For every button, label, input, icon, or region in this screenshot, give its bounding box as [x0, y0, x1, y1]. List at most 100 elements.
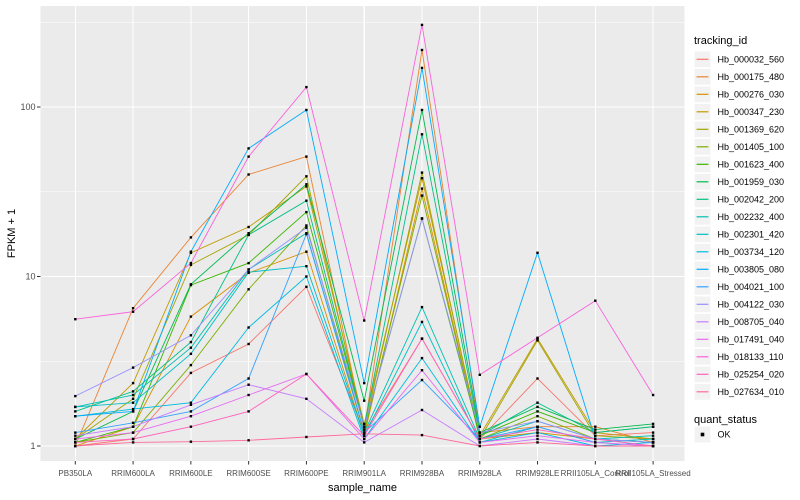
y-tick-label: 10: [25, 272, 35, 282]
data-point: [131, 393, 135, 397]
data-point: [363, 428, 366, 431]
data-point: [305, 435, 308, 439]
data-point: [189, 401, 193, 404]
data-point: [305, 250, 308, 253]
data-point: [594, 444, 597, 448]
data-point: [594, 441, 597, 444]
data-point: [305, 199, 308, 202]
legend-label: Hb_004021_100: [718, 282, 785, 292]
legend-label: Hb_001369_620: [718, 125, 785, 135]
data-point: [305, 397, 308, 400]
data-point: [363, 381, 366, 385]
data-point: [478, 373, 481, 376]
legend-label: Hb_018133_110: [718, 352, 784, 362]
data-point: [305, 226, 308, 229]
data-point: [363, 399, 366, 402]
data-point: [363, 441, 366, 444]
data-point: [131, 397, 135, 400]
data-point: [651, 425, 655, 428]
data-point: [363, 434, 366, 437]
data-point: [74, 434, 77, 437]
data-point: [420, 378, 424, 382]
data-point: [420, 433, 424, 437]
data-point: [420, 23, 424, 27]
data-point: [651, 444, 655, 448]
data-point: [247, 393, 250, 397]
data-point: [247, 155, 250, 158]
legend-label: Hb_000347_230: [718, 107, 785, 117]
data-point: [189, 425, 193, 428]
data-point: [305, 265, 308, 268]
data-point: [189, 403, 193, 406]
data-point: [420, 356, 424, 360]
y-tick-label: 1: [30, 441, 35, 451]
legend-label: Hb_017491_040: [718, 335, 785, 345]
data-point: [189, 440, 193, 443]
data-point: [478, 444, 481, 448]
data-point: [363, 319, 366, 322]
data-point: [131, 421, 135, 424]
data-point: [305, 155, 308, 158]
data-point: [131, 437, 135, 441]
data-point: [420, 194, 424, 197]
legend-label: Hb_000276_030: [718, 90, 785, 100]
data-point: [74, 415, 77, 418]
data-point: [651, 441, 655, 444]
legend-label: Hb_001623_400: [718, 160, 785, 170]
data-point: [247, 225, 250, 229]
data-point: [536, 428, 539, 431]
data-point: [420, 337, 424, 340]
data-point: [594, 434, 597, 437]
data-point: [189, 315, 193, 318]
data-point: [363, 432, 366, 435]
data-point: [536, 405, 539, 409]
data-point: [651, 422, 655, 426]
legend-label: Hb_001405_100: [718, 142, 785, 152]
data-point: [536, 425, 539, 428]
data-point: [363, 431, 366, 434]
data-point: [131, 425, 135, 428]
data-point: [536, 434, 539, 437]
legend-label: Hb_008705_040: [718, 317, 785, 327]
data-point: [594, 428, 597, 431]
data-point: [420, 66, 424, 70]
legend-title-tracking-id: tracking_id: [694, 35, 747, 47]
data-point: [74, 437, 77, 441]
data-point: [651, 393, 655, 397]
data-point: [189, 334, 193, 337]
data-point: [536, 401, 539, 404]
panel-background: [40, 6, 685, 461]
data-point: [305, 275, 308, 278]
legend-label: Hb_004122_030: [718, 300, 785, 310]
data-point: [305, 175, 308, 178]
data-point: [189, 261, 193, 265]
data-point: [305, 85, 308, 89]
data-point: [536, 377, 539, 380]
data-point: [651, 431, 655, 434]
legend-label: Hb_002232_400: [718, 212, 785, 222]
data-point: [74, 318, 77, 321]
data-point: [247, 147, 250, 150]
data-point: [536, 410, 539, 413]
data-point: [594, 431, 597, 434]
y-axis-title: FPKM + 1: [6, 209, 18, 258]
data-point: [189, 415, 193, 418]
x-axis-title: sample_name: [328, 482, 397, 494]
legend-label: Hb_002301_420: [718, 230, 785, 240]
data-point: [74, 410, 77, 413]
data-point: [131, 431, 135, 434]
data-point: [305, 183, 308, 186]
x-tick-label: RRIM600LE: [169, 469, 213, 478]
data-point: [189, 352, 193, 355]
legend-label: Hb_002042_200: [718, 195, 785, 205]
x-tick-label: RRIM600PE: [284, 469, 328, 478]
data-point: [305, 372, 308, 376]
legend-label: Hb_003805_080: [718, 265, 785, 275]
data-point: [247, 410, 250, 413]
x-tick-label: RRIM600SE: [226, 469, 270, 478]
data-point: [420, 187, 424, 190]
x-tick-label: RRIM600LA: [111, 469, 155, 478]
x-tick-label: RRII105LA_Stressed: [616, 469, 691, 478]
data-point: [189, 346, 193, 349]
data-point: [131, 307, 135, 310]
